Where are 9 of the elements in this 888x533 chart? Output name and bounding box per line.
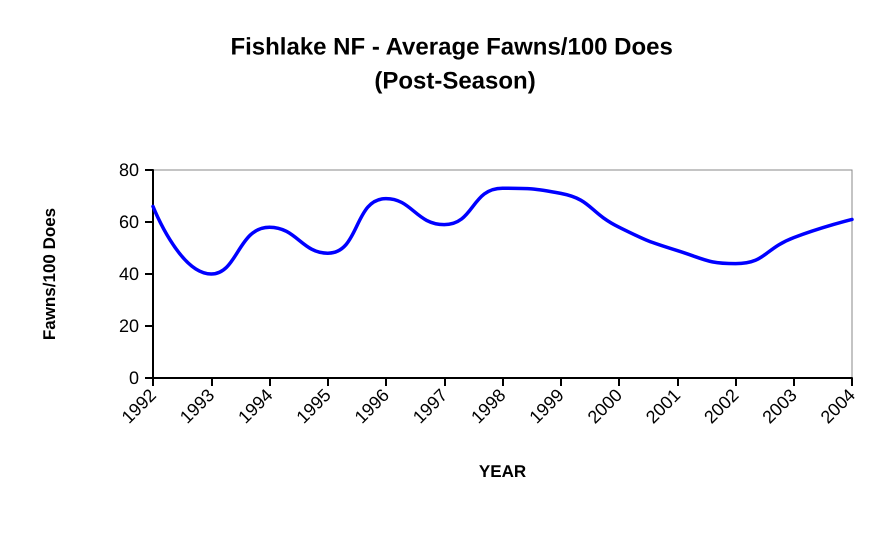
line-series <box>151 186 854 276</box>
y-tick-label: 0 <box>128 368 139 388</box>
y-tick-label: 80 <box>118 160 139 180</box>
y-tick-label: 60 <box>118 212 139 232</box>
x-axis-title: YEAR <box>478 462 526 481</box>
y-tick-label: 20 <box>118 316 139 336</box>
chart-title: Fishlake NF - Average Fawns/100 Does (Post-Season) <box>230 34 680 94</box>
y-tick-label: 40 <box>118 264 139 284</box>
y-axis-title: Fawns/100 Does <box>40 208 59 340</box>
